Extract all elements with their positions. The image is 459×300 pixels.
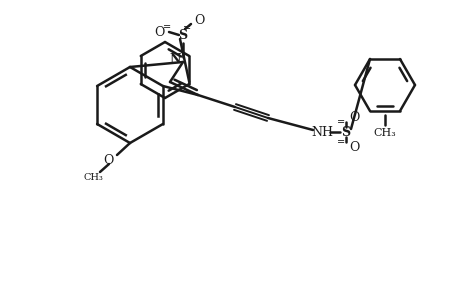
Text: CH₃: CH₃ — [83, 172, 103, 182]
Text: =: = — [336, 137, 344, 147]
Text: =: = — [336, 117, 344, 127]
Text: =: = — [162, 22, 171, 32]
Text: S: S — [178, 28, 187, 41]
Text: O: O — [193, 14, 204, 26]
Text: NH: NH — [310, 125, 332, 139]
Text: O: O — [103, 154, 113, 166]
Text: O: O — [153, 26, 164, 38]
Text: S: S — [341, 125, 350, 139]
Text: =: = — [183, 23, 190, 33]
Text: O: O — [348, 110, 358, 124]
Text: N: N — [169, 52, 180, 65]
Text: CH₃: CH₃ — [373, 128, 396, 138]
Text: O: O — [348, 140, 358, 154]
